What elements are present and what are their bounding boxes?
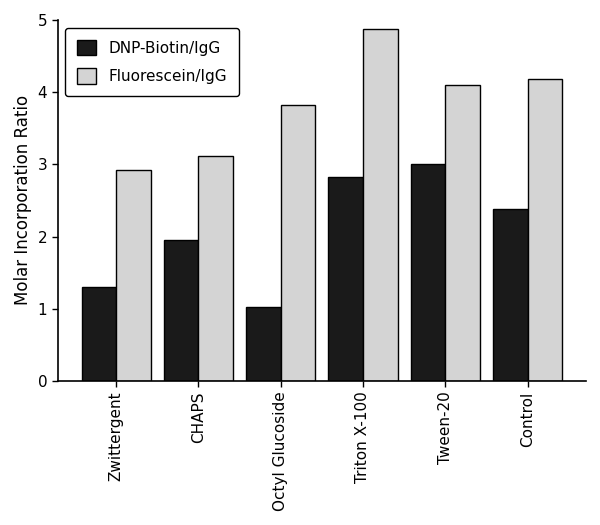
Bar [281, 105, 315, 381]
Legend: DNP-Biotin/IgG, Fluorescein/IgG: DNP-Biotin/IgG, Fluorescein/IgG [65, 27, 239, 96]
Bar [199, 155, 233, 381]
Bar [164, 240, 199, 381]
Bar [445, 85, 480, 381]
Bar [363, 28, 398, 381]
Y-axis label: Molar Incorporation Ratio: Molar Incorporation Ratio [14, 96, 32, 306]
Bar [527, 79, 562, 381]
Bar [328, 176, 363, 381]
Bar [246, 307, 281, 381]
Bar [82, 287, 116, 381]
Bar [493, 209, 527, 381]
Bar [411, 164, 445, 381]
Bar [116, 170, 151, 381]
